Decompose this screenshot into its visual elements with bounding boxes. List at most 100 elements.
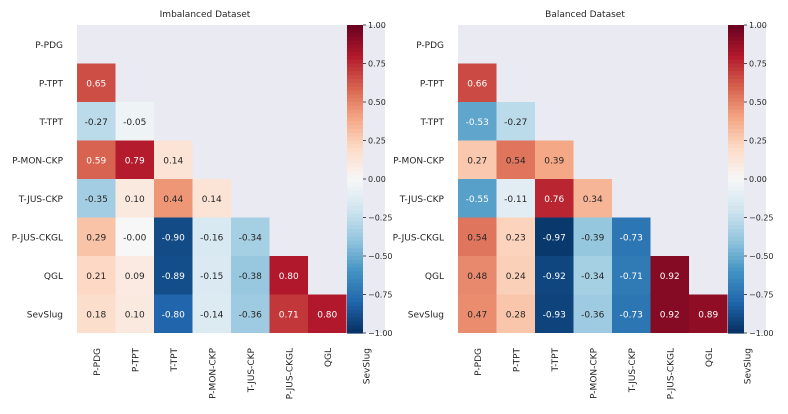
heatmap-cell bbox=[458, 63, 497, 102]
balanced-heatmap-panel: Balanced Dataset 0.66 -0.53 -0.27 0.27 0.54 0.… bbox=[393, 10, 774, 399]
colorbar-segment bbox=[347, 32, 363, 38]
cell-value-label: 0.34 bbox=[583, 195, 603, 205]
colorbar-segment bbox=[728, 94, 744, 99]
cell-value-label: -0.93 bbox=[543, 310, 566, 320]
y-tick-label: P-PDG bbox=[416, 41, 444, 51]
colorbar-segment bbox=[728, 63, 744, 68]
cell-value-label: 0.09 bbox=[125, 272, 145, 282]
colorbar-segment bbox=[347, 82, 363, 88]
cell-value-label: 0.80 bbox=[317, 310, 337, 320]
colorbar-segment bbox=[728, 298, 744, 303]
heatmap-cell bbox=[458, 140, 497, 179]
chart-title: Balanced Dataset bbox=[545, 10, 625, 20]
y-tick-label: T-JUS-CKP bbox=[18, 195, 64, 205]
cell-value-label: -0.11 bbox=[504, 195, 527, 205]
heatmap-cell bbox=[115, 140, 154, 179]
colorbar-segment bbox=[728, 198, 744, 203]
chart-title: Imbalanced Dataset bbox=[160, 10, 251, 20]
colorbar-segment bbox=[347, 202, 363, 207]
x-tick-label: P-TPT bbox=[512, 348, 522, 373]
heatmap-cell bbox=[115, 294, 154, 333]
colorbar-segment bbox=[728, 51, 744, 57]
cell-value-label: 0.65 bbox=[86, 79, 106, 89]
colorbar-segment bbox=[728, 252, 744, 257]
colorbar-segment bbox=[728, 109, 744, 115]
colorbar-segment bbox=[347, 25, 363, 30]
cell-value-label: -0.90 bbox=[162, 233, 186, 243]
colorbar-segment bbox=[728, 294, 744, 299]
x-tick-label: SevSlug bbox=[743, 348, 753, 384]
colorbar-segment bbox=[347, 105, 363, 111]
colorbar-segment bbox=[347, 317, 363, 323]
colorbar-segment bbox=[347, 175, 363, 180]
heatmap-cell bbox=[154, 217, 193, 256]
colorbar-segment bbox=[347, 321, 363, 326]
heatmap-cell bbox=[154, 256, 193, 295]
heatmap-cell bbox=[458, 102, 497, 141]
colorbar-segment bbox=[728, 152, 744, 157]
x-tick-label: P-MON-CKP bbox=[208, 347, 218, 398]
colorbar-segment bbox=[728, 90, 744, 95]
colorbar-tick-label: 1.00 bbox=[368, 21, 386, 30]
colorbar-segment bbox=[728, 232, 744, 238]
colorbar-segment bbox=[347, 232, 363, 238]
colorbar-segment bbox=[728, 290, 744, 296]
colorbar-segment bbox=[728, 194, 744, 199]
colorbar-segment bbox=[347, 148, 363, 153]
colorbar-tick-label: −0.25 bbox=[368, 214, 393, 223]
colorbar-segment bbox=[347, 67, 363, 72]
cell-value-label: 0.27 bbox=[467, 156, 487, 166]
colorbar-tick-label: −0.25 bbox=[749, 214, 774, 223]
colorbar-segment bbox=[728, 286, 744, 292]
colorbar-tick-label: −1.00 bbox=[368, 329, 393, 338]
colorbar-segment bbox=[347, 140, 363, 145]
heatmap-cell bbox=[612, 294, 651, 333]
heatmap-cell bbox=[496, 179, 535, 218]
cell-value-label: 0.10 bbox=[125, 195, 145, 205]
cell-value-label: 0.59 bbox=[86, 156, 106, 166]
colorbar-segment bbox=[728, 48, 744, 53]
colorbar-segment bbox=[728, 86, 744, 92]
colorbar-segment bbox=[728, 78, 744, 84]
colorbar-segment bbox=[347, 309, 363, 315]
heatmap-cell bbox=[77, 256, 116, 295]
cell-value-label: -0.34 bbox=[581, 272, 605, 282]
colorbar-segment bbox=[728, 202, 744, 207]
colorbar-segment bbox=[728, 140, 744, 145]
colorbar-tick-label: −0.75 bbox=[368, 291, 393, 300]
colorbar-segment bbox=[728, 175, 744, 180]
heatmap-cell bbox=[535, 140, 574, 179]
heatmap-cell bbox=[535, 294, 574, 333]
heatmap-cell bbox=[77, 179, 116, 218]
colorbar-segment bbox=[347, 236, 363, 242]
colorbar-segment bbox=[728, 317, 744, 323]
colorbar-segment bbox=[728, 179, 744, 184]
colorbar-segment bbox=[347, 240, 363, 246]
cell-value-label: 0.76 bbox=[544, 195, 564, 205]
x-tick-label: P-PDG bbox=[474, 348, 484, 376]
colorbar-segment bbox=[728, 98, 744, 103]
colorbar-segment bbox=[347, 55, 363, 61]
heatmap-cell bbox=[458, 256, 497, 295]
colorbar-segment bbox=[728, 205, 744, 211]
y-tick-label: P-JUS-CKGL bbox=[12, 233, 63, 243]
colorbar-segment bbox=[347, 329, 363, 334]
cell-value-label: -0.80 bbox=[162, 310, 186, 320]
colorbar-segment bbox=[728, 82, 744, 88]
colorbar-segment bbox=[728, 117, 744, 122]
colorbar-segment bbox=[347, 244, 363, 249]
colorbar-segment bbox=[347, 51, 363, 57]
colorbar-segment bbox=[347, 275, 363, 280]
colorbar-segment bbox=[728, 229, 744, 234]
colorbar-segment bbox=[347, 36, 363, 41]
heatmap-cell bbox=[77, 294, 116, 333]
cell-value-label: 0.14 bbox=[163, 156, 183, 166]
colorbar-segment bbox=[728, 44, 744, 49]
colorbar-segment bbox=[728, 263, 744, 269]
colorbar-segment bbox=[347, 302, 363, 307]
colorbar-segment bbox=[728, 217, 744, 222]
colorbar-segment bbox=[728, 167, 744, 172]
y-tick-label: P-JUS-CKGL bbox=[393, 233, 444, 243]
colorbar-segment bbox=[347, 256, 363, 261]
